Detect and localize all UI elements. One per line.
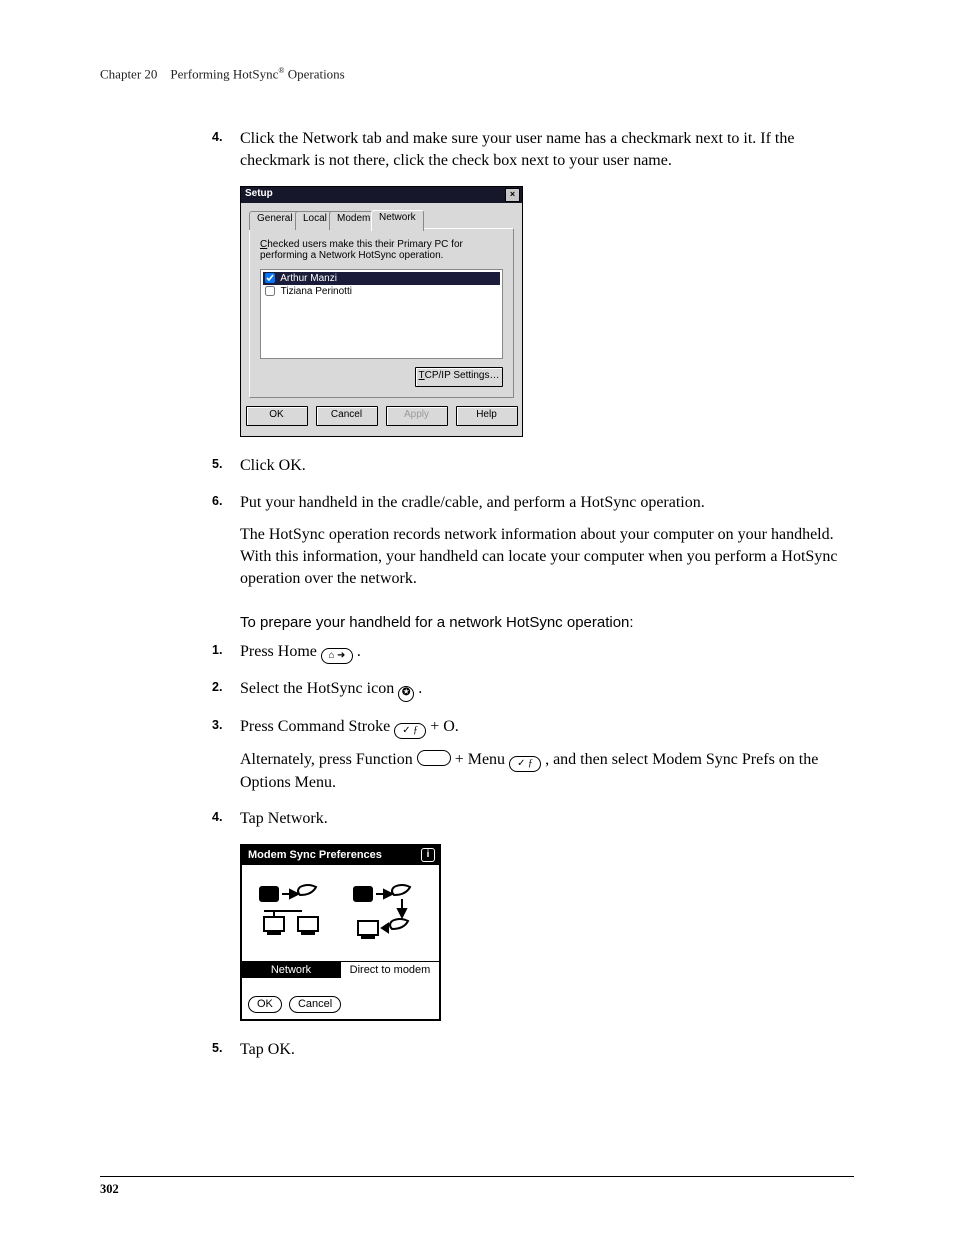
dialog-tabs: General Local Modem Network	[249, 211, 514, 229]
prep-step-2: 2. Select the HotSync icon ✪ .	[240, 678, 854, 702]
tab-body: Checked users make this their Primary PC…	[249, 228, 514, 398]
palm-graphic	[242, 865, 439, 961]
palm-choices: Network Direct to modem	[242, 961, 439, 978]
step-text: Click the Network tab and make sure your…	[240, 128, 854, 172]
user-checkbox[interactable]	[265, 273, 275, 283]
dialog-titlebar: Setup ×	[241, 187, 522, 203]
choice-network[interactable]: Network	[242, 961, 340, 978]
apply-button: Apply	[386, 406, 448, 426]
choice-direct[interactable]: Direct to modem	[340, 961, 439, 978]
ok-button[interactable]: OK	[246, 406, 308, 426]
setup-dialog: Setup × General Local Modem Network Chec…	[240, 186, 523, 437]
palm-title: Modem Sync Preferences	[248, 849, 382, 861]
tab-general[interactable]: General	[249, 211, 301, 230]
prep-step-1: 1. Press Home ⌂ ➜ .	[240, 641, 854, 664]
user-name: Tiziana Perinotti	[281, 286, 352, 297]
hint-text: Checked users make this their Primary PC…	[260, 239, 503, 261]
tcpip-settings-button[interactable]: TCP/IP Settings…	[415, 367, 503, 387]
prep-step-4: 4. Tap Network.	[240, 808, 854, 830]
footer-rule	[100, 1176, 854, 1177]
info-icon[interactable]: i	[421, 848, 435, 862]
palm-titlebar: Modem Sync Preferences i	[242, 846, 439, 865]
dialog-title: Setup	[245, 188, 273, 199]
palm-cancel-button[interactable]: Cancel	[289, 996, 341, 1013]
help-button[interactable]: Help	[456, 406, 518, 426]
command-stroke-icon: ✓ ƒ	[394, 723, 426, 739]
home-icon: ⌂ ➜	[321, 648, 353, 664]
user-row[interactable]: Arthur Manzi	[263, 272, 500, 285]
palm-ok-button[interactable]: OK	[248, 996, 282, 1013]
cancel-button[interactable]: Cancel	[316, 406, 378, 426]
step-number: 4.	[212, 130, 222, 144]
page-number: 302	[100, 1182, 119, 1197]
step-5: 5. Click OK.	[240, 455, 854, 477]
step-6: 6. Put your handheld in the cradle/cable…	[240, 492, 854, 590]
user-row[interactable]: Tiziana Perinotti	[263, 285, 500, 298]
subheading: To prepare your handheld for a network H…	[240, 614, 854, 631]
function-icon	[417, 750, 451, 766]
menu-stroke-icon: ✓ ƒ	[509, 756, 541, 772]
hotsync-icon: ✪	[398, 686, 414, 702]
user-list[interactable]: Arthur Manzi Tiziana Perinotti	[260, 269, 503, 359]
prep-step-5: 5. Tap OK.	[240, 1039, 854, 1061]
user-checkbox[interactable]	[265, 286, 275, 296]
modem-sync-prefs-dialog: Modem Sync Preferences i	[240, 844, 441, 1021]
close-icon[interactable]: ×	[505, 188, 520, 202]
step-4: 4. Click the Network tab and make sure y…	[240, 128, 854, 172]
tab-network[interactable]: Network	[371, 210, 424, 231]
user-name: Arthur Manzi	[280, 273, 337, 284]
prep-step-3: 3. Press Command Stroke ✓ ƒ + O. Alterna…	[240, 716, 854, 794]
running-head: Chapter 20 Performing HotSync® Operation…	[100, 66, 854, 82]
